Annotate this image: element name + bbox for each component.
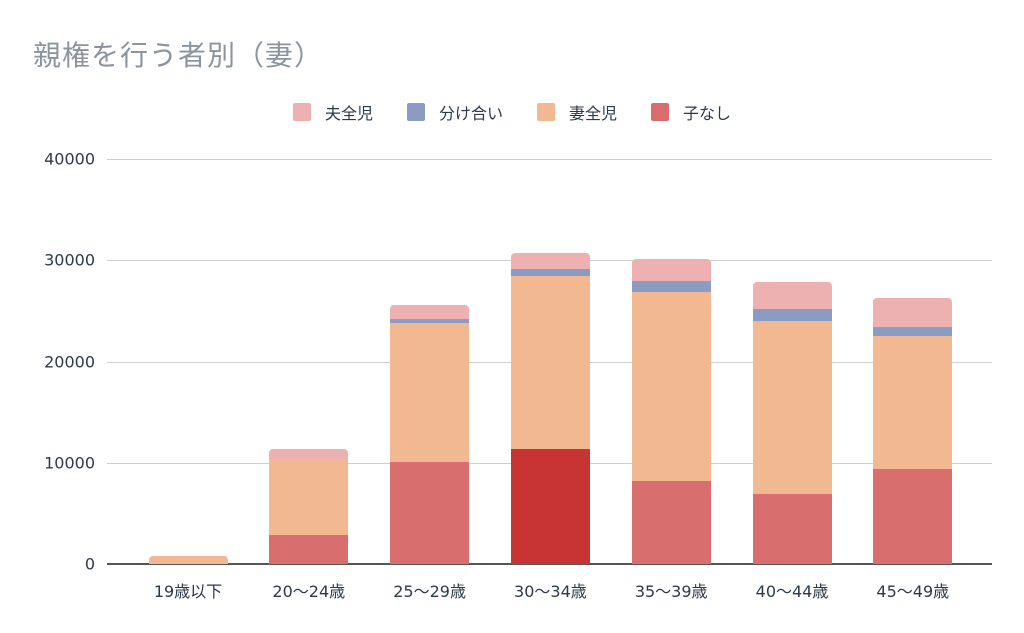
- legend-swatch: [292, 103, 311, 121]
- bar-segment[interactable]: [148, 555, 228, 564]
- legend-label: 子なし: [683, 104, 732, 123]
- bar-segment[interactable]: [631, 281, 711, 293]
- bar-segment[interactable]: [269, 535, 349, 564]
- bar-segment[interactable]: [510, 268, 590, 277]
- bar-segment[interactable]: [390, 462, 470, 564]
- x-tick-label: 19歳以下: [153, 582, 223, 601]
- legend: 夫全児 分け合い 妻全児 子なし: [0, 100, 1024, 124]
- legend-swatch: [651, 103, 670, 121]
- bar-segment[interactable]: [390, 323, 470, 463]
- x-tick-label: 25〜29歳: [393, 582, 466, 601]
- bar-segment[interactable]: [269, 448, 349, 459]
- bar-segment[interactable]: [390, 305, 470, 319]
- bar-segment[interactable]: [873, 298, 953, 327]
- bar-segment[interactable]: [510, 276, 590, 449]
- gridline: [107, 159, 992, 160]
- y-tick-label: 30000: [44, 250, 95, 270]
- bar-segment[interactable]: [873, 335, 953, 470]
- legend-label: 妻全児: [569, 104, 618, 123]
- legend-item[interactable]: 夫全児: [292, 100, 373, 124]
- legend-swatch: [537, 103, 555, 121]
- bar-segment[interactable]: [510, 252, 590, 269]
- bar-stack[interactable]: [269, 448, 349, 564]
- bar-stack[interactable]: [631, 259, 711, 564]
- bar-stack[interactable]: [510, 252, 590, 564]
- legend-item[interactable]: 妻全児: [537, 100, 617, 124]
- legend-swatch: [406, 103, 425, 121]
- bar-segment[interactable]: [752, 321, 832, 495]
- x-tick-label: 45〜49歳: [876, 582, 950, 601]
- bar-segment[interactable]: [752, 308, 832, 321]
- x-axis-line: [107, 563, 992, 565]
- bar-segment[interactable]: [873, 469, 953, 564]
- y-tick-label: 10000: [44, 453, 95, 473]
- bar-segment[interactable]: [631, 480, 711, 564]
- bar-segment[interactable]: [631, 259, 711, 282]
- bar-segment[interactable]: [752, 494, 832, 564]
- bar-segment[interactable]: [873, 326, 953, 336]
- bar-segment[interactable]: [269, 459, 349, 536]
- bar-segment[interactable]: [752, 282, 832, 309]
- x-tick-label: 35〜39歳: [634, 582, 708, 601]
- bar-segment[interactable]: [390, 318, 470, 324]
- bar-segment[interactable]: [631, 292, 711, 481]
- y-tick-label: 40000: [44, 149, 95, 169]
- bar-stack[interactable]: [390, 305, 470, 564]
- legend-item[interactable]: 分け合い: [406, 100, 503, 124]
- y-tick-label: 0: [84, 554, 95, 574]
- chart-title: 親権を行う者別（妻）: [33, 39, 324, 72]
- y-tick-label: 20000: [44, 352, 95, 371]
- x-tick-label: 30〜34歳: [514, 582, 587, 601]
- legend-item[interactable]: 子なし: [651, 100, 731, 124]
- legend-label: 分け合い: [438, 104, 503, 123]
- x-tick-label: 20〜24歳: [272, 582, 346, 601]
- bar-segment[interactable]: [510, 448, 590, 564]
- bar-stack[interactable]: [752, 282, 832, 564]
- x-tick-label: 40〜44歳: [755, 582, 829, 601]
- legend-label: 夫全児: [324, 104, 373, 123]
- bar-stack[interactable]: [873, 298, 953, 564]
- bar-stack[interactable]: [148, 555, 228, 564]
